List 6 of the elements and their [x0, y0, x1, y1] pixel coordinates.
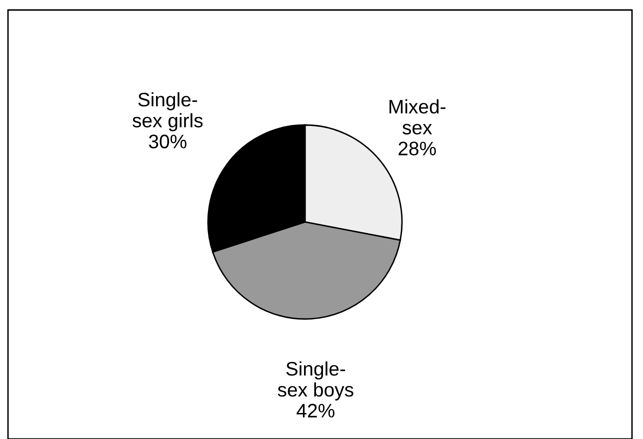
slice-label: Mixed- sex: [390, 99, 446, 134]
data-label: 42%: [296, 404, 334, 418]
slice-label: Single- sex girls: [132, 92, 203, 132]
data-label: 30%: [148, 134, 186, 148]
slice-label: Single- sex boys: [278, 361, 354, 400]
data-label: 28%: [398, 142, 436, 156]
